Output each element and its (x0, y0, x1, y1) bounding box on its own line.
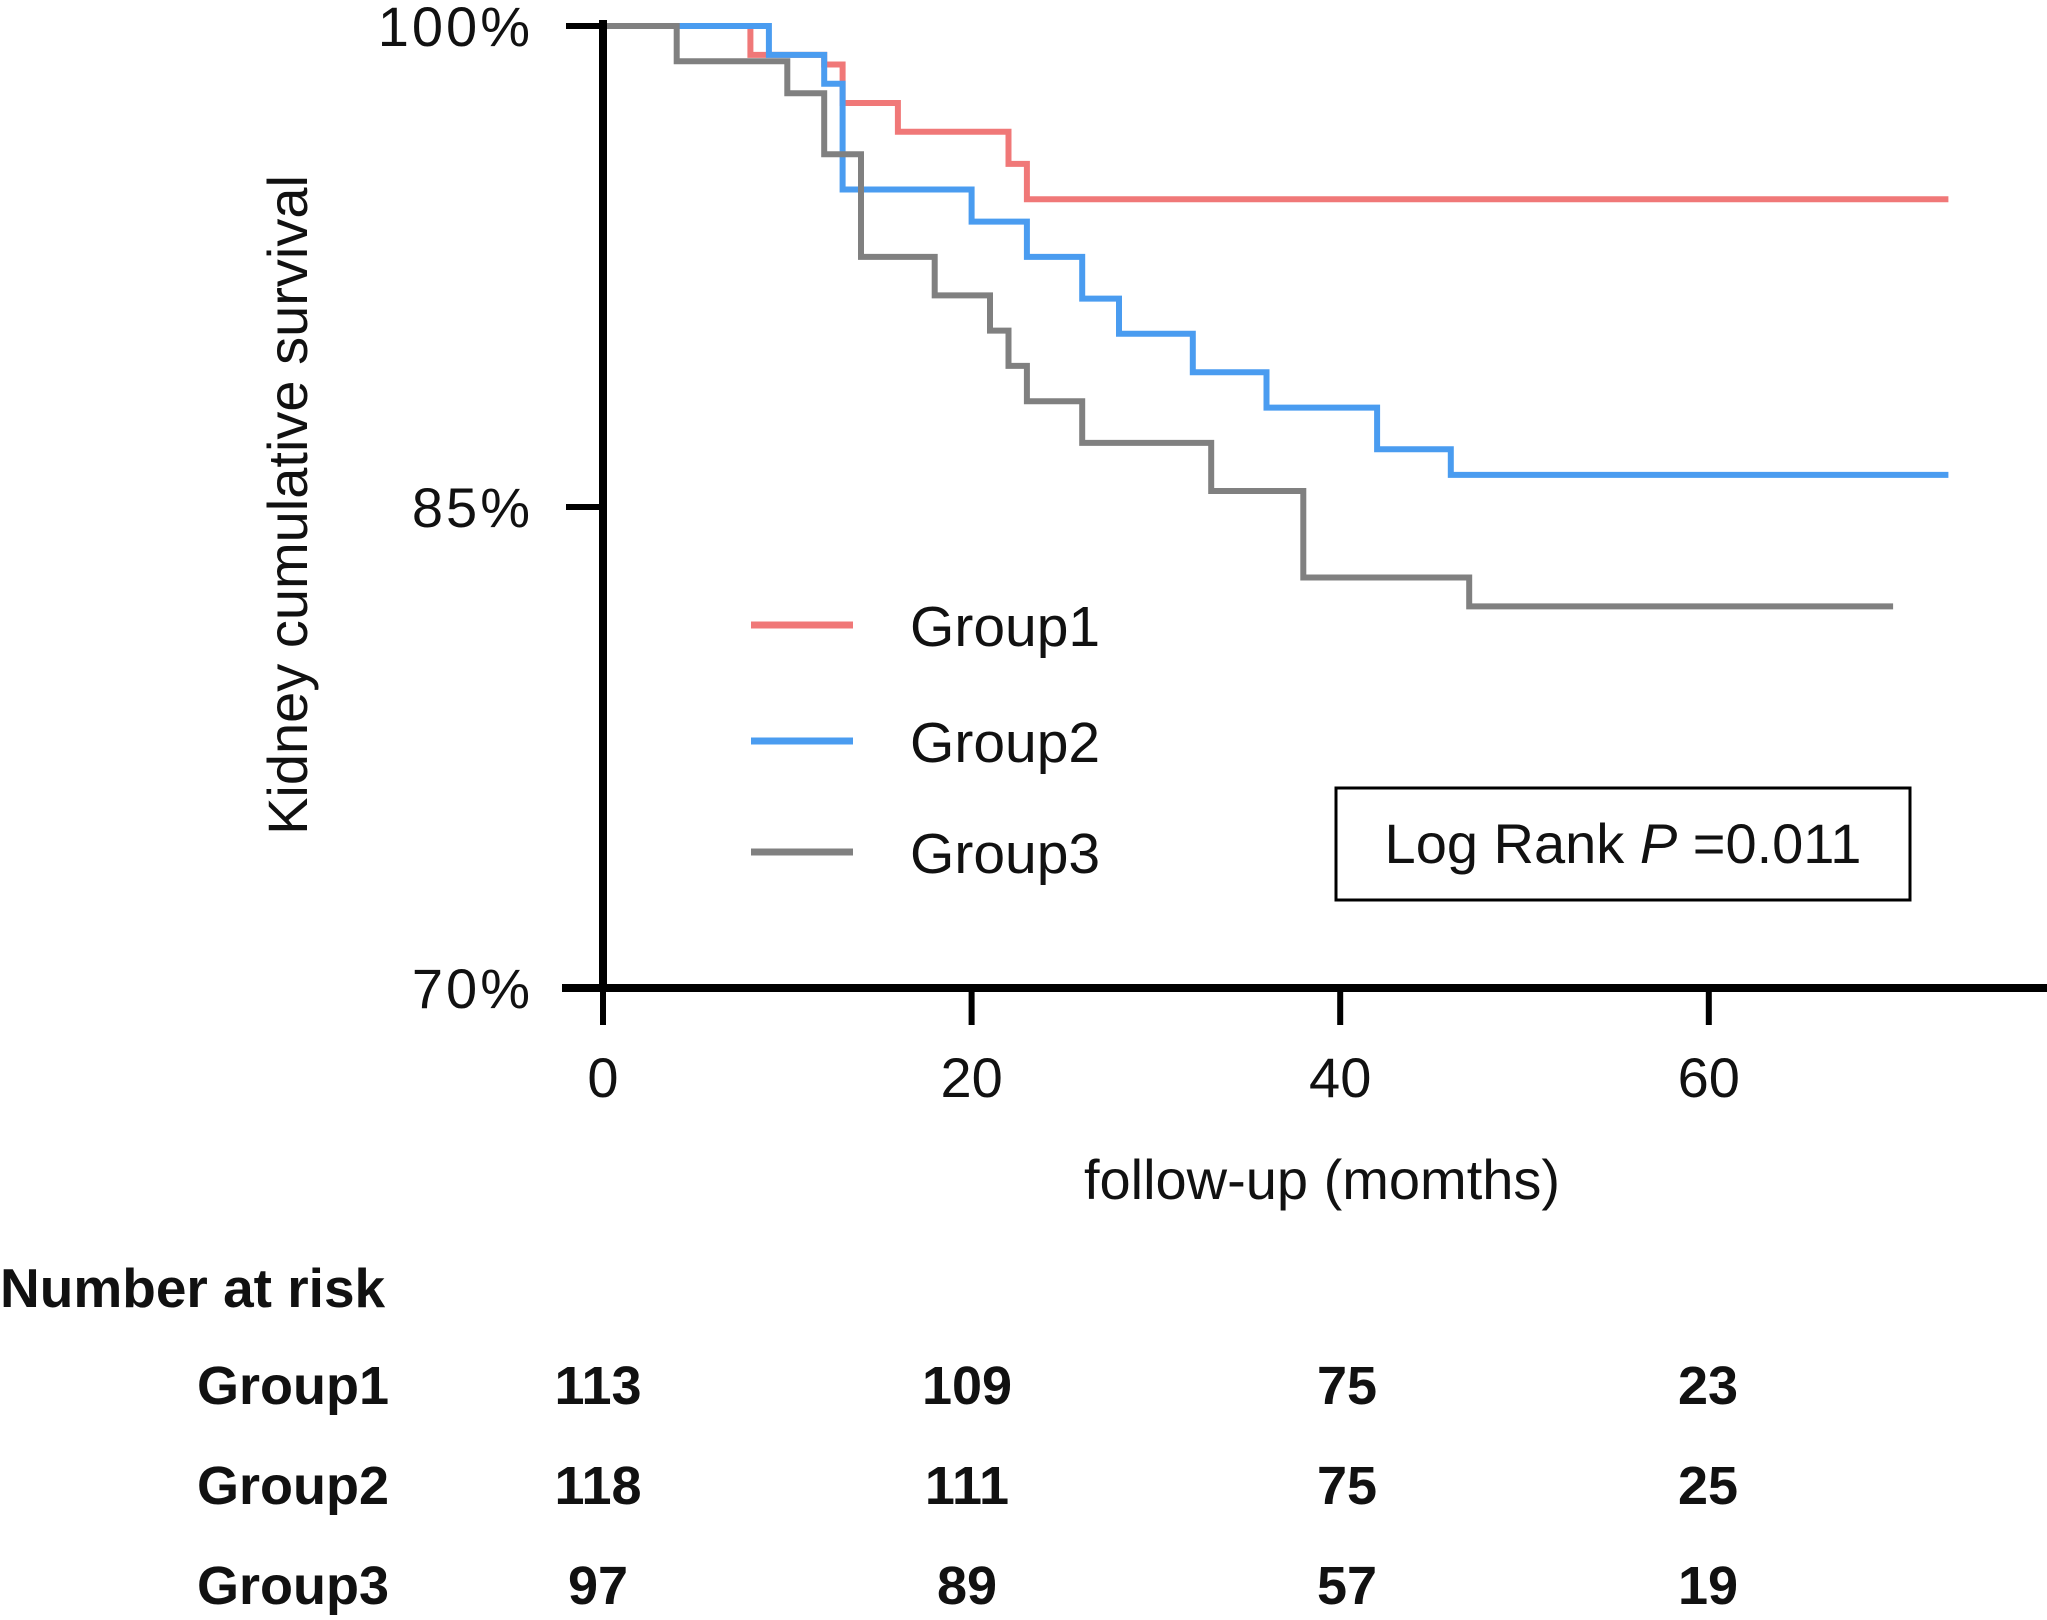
y-tick-label: 100% (378, 0, 533, 58)
risk-count: 109 (922, 1356, 1012, 1416)
annotation-box (1334, 786, 1912, 902)
x-axis-ticks: 0 20 40 60 (587, 988, 1740, 1109)
legend-label-group3: Group3 (910, 822, 1100, 886)
series-line-group3 (603, 23, 1894, 610)
risk-count: 75 (1317, 1356, 1377, 1416)
x-tick-label: 40 (1309, 1046, 1371, 1109)
y-tick-label: 70% (412, 957, 533, 1020)
x-tick-label: 0 (587, 1046, 618, 1109)
x-tick-label: 20 (940, 1046, 1002, 1109)
risk-count: 118 (554, 1456, 641, 1516)
risk-row-label-group2: Group2 (197, 1456, 389, 1516)
legend-label-group1: Group1 (910, 595, 1100, 659)
risk-row-label-group3: Group3 (197, 1556, 389, 1616)
risk-count: 89 (937, 1556, 997, 1616)
log-rank-annotation: Log Rank P =0.011 (1334, 786, 1912, 902)
risk-count: 57 (1317, 1556, 1377, 1616)
risk-table: Group1 113 109 75 23 Group2 118 111 75 25 Group3 97… (197, 1356, 1738, 1616)
y-axis-title: Kidney cumulative survival (256, 175, 319, 835)
risk-count: 23 (1678, 1356, 1738, 1416)
y-tick-label: 85% (412, 476, 533, 539)
x-tick-label: 60 (1678, 1046, 1740, 1109)
survival-curves (603, 23, 1949, 610)
risk-count: 111 (925, 1456, 1009, 1516)
risk-count: 113 (554, 1356, 641, 1416)
risk-count: 25 (1678, 1456, 1738, 1516)
legend: Group1 Group2 Group3 (751, 595, 1100, 886)
risk-table-title: Number at risk (0, 1257, 386, 1319)
risk-count: 97 (568, 1556, 628, 1616)
risk-row-label-group1: Group1 (197, 1356, 389, 1416)
series-line-group2 (603, 23, 1949, 478)
legend-label-group2: Group2 (910, 711, 1100, 775)
x-axis-title: follow-up (momths) (1084, 1148, 1560, 1211)
series-line-group1 (603, 23, 1949, 203)
log-rank-prefix: Log Rank (1385, 812, 1640, 875)
risk-count: 19 (1678, 1556, 1738, 1616)
y-axis-ticks: 100% 85% 70% (378, 0, 603, 1020)
log-rank-text: Log Rank P =0.011 (1385, 812, 1862, 875)
log-rank-p-symbol: P (1640, 812, 1677, 875)
log-rank-value: =0.011 (1677, 812, 1861, 875)
risk-count: 75 (1317, 1456, 1377, 1516)
